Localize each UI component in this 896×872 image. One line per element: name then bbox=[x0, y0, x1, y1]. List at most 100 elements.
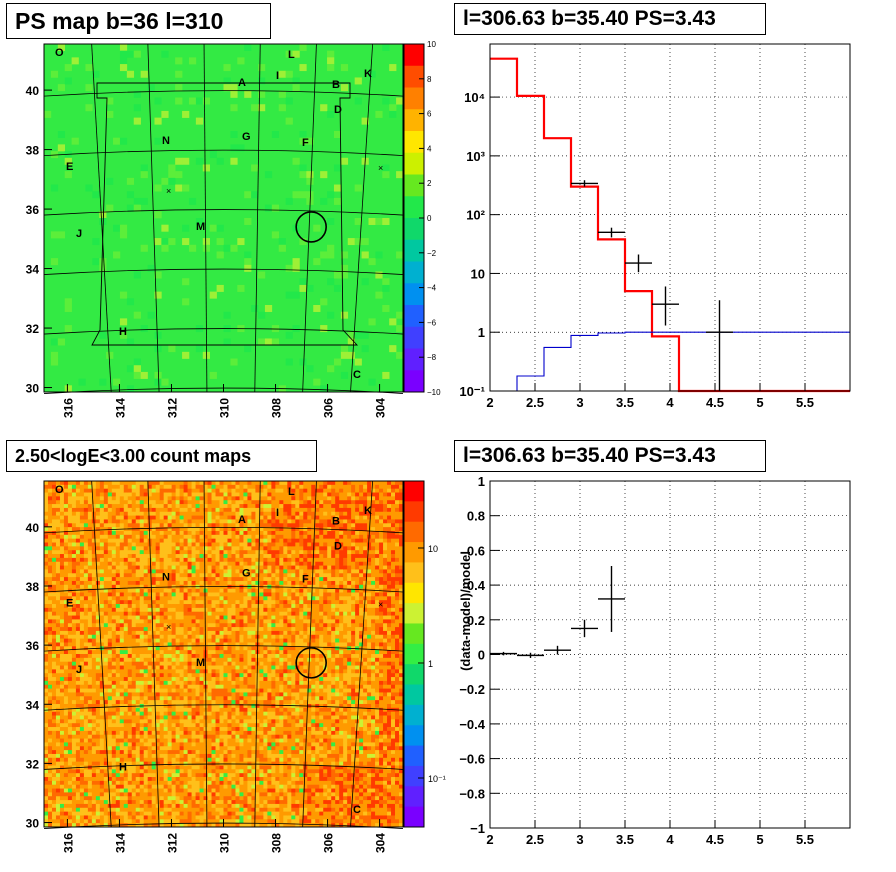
map-pixel bbox=[155, 530, 160, 536]
map-pixel bbox=[235, 500, 240, 505]
map-pixel bbox=[147, 264, 155, 272]
map-pixel bbox=[195, 646, 200, 651]
map-pixel bbox=[55, 780, 61, 786]
map-pixel bbox=[227, 569, 232, 574]
map-pixel bbox=[55, 669, 61, 674]
map-pixel bbox=[159, 519, 164, 524]
map-pixel bbox=[67, 727, 73, 732]
map-pixel bbox=[139, 534, 145, 539]
map-pixel bbox=[67, 481, 73, 486]
map-pixel bbox=[59, 761, 65, 766]
map-pixel bbox=[239, 780, 244, 786]
map-pixel bbox=[239, 542, 244, 547]
map-pixel bbox=[211, 665, 216, 670]
map-pixel bbox=[227, 730, 232, 736]
map-pixel bbox=[79, 773, 85, 778]
map-pixel bbox=[243, 507, 248, 513]
map-pixel bbox=[79, 707, 85, 712]
map-pixel bbox=[243, 600, 248, 605]
map-pixel bbox=[243, 700, 248, 705]
map-pixel bbox=[203, 773, 208, 778]
map-pixel bbox=[143, 692, 149, 697]
map-pixel bbox=[99, 584, 105, 589]
map-pixel bbox=[243, 680, 248, 686]
map-pixel bbox=[167, 654, 172, 659]
map-pixel bbox=[79, 780, 85, 786]
map-pixel bbox=[71, 481, 77, 486]
map-pixel bbox=[183, 646, 188, 651]
map-pixel bbox=[191, 800, 196, 805]
map-pixel bbox=[167, 523, 172, 528]
map-pixel bbox=[47, 788, 53, 793]
map-pixel bbox=[151, 719, 156, 724]
map-pixel bbox=[163, 757, 168, 762]
map-pixel bbox=[154, 371, 162, 379]
map-pixel bbox=[55, 523, 61, 528]
map-pixel bbox=[111, 769, 117, 774]
map-pixel bbox=[67, 619, 73, 624]
map-pixel bbox=[215, 492, 220, 497]
map-pixel bbox=[239, 627, 244, 632]
map-pixel bbox=[71, 592, 77, 597]
x-tick-label: 316 bbox=[61, 398, 75, 418]
map-pixel bbox=[223, 596, 228, 601]
map-pixel bbox=[87, 561, 93, 566]
map-pixel bbox=[167, 492, 172, 497]
map-pixel bbox=[123, 588, 129, 593]
map-pixel bbox=[111, 707, 117, 712]
map-pixel bbox=[83, 619, 89, 624]
map-pixel bbox=[244, 264, 252, 272]
map-pixel bbox=[103, 688, 109, 693]
map-pixel bbox=[211, 715, 216, 720]
map-pixel bbox=[183, 715, 188, 720]
map-pixel bbox=[71, 746, 77, 751]
map-pixel bbox=[231, 550, 236, 555]
map-pixel bbox=[171, 561, 176, 566]
map-pixel bbox=[151, 723, 156, 728]
map-pixel bbox=[159, 657, 164, 662]
map-pixel bbox=[63, 727, 69, 732]
map-pixel bbox=[131, 600, 137, 605]
map-pixel bbox=[87, 565, 93, 570]
map-pixel bbox=[191, 527, 196, 532]
map-pixel bbox=[47, 611, 53, 616]
map-pixel bbox=[131, 723, 137, 728]
map-pixel bbox=[203, 788, 208, 793]
map-pixel bbox=[123, 488, 129, 493]
map-pixel bbox=[191, 646, 196, 651]
map-pixel bbox=[143, 684, 149, 689]
map-pixel bbox=[231, 757, 236, 762]
y-tick-label: 34 bbox=[26, 263, 40, 277]
map-pixel bbox=[179, 753, 184, 759]
map-pixel bbox=[119, 534, 125, 539]
map-pixel bbox=[183, 803, 188, 809]
map-pixel bbox=[215, 573, 220, 578]
map-pixel bbox=[159, 596, 164, 601]
map-pixel bbox=[55, 538, 61, 543]
map-pixel bbox=[91, 673, 97, 678]
map-pixel bbox=[175, 546, 180, 551]
map-pixel bbox=[115, 515, 121, 520]
map-pixel bbox=[231, 634, 236, 639]
map-pixel bbox=[103, 530, 109, 536]
map-pixel bbox=[95, 719, 101, 724]
map-pixel bbox=[126, 338, 135, 346]
map-pixel bbox=[211, 811, 216, 816]
map-pixel bbox=[227, 634, 232, 639]
map-pixel bbox=[119, 800, 125, 805]
map-pixel bbox=[123, 507, 129, 513]
map-pixel bbox=[83, 580, 89, 586]
map-pixel bbox=[83, 557, 89, 563]
map-pixel bbox=[235, 600, 240, 605]
map-pixel bbox=[187, 769, 192, 774]
map-pixel bbox=[55, 650, 61, 655]
map-pixel bbox=[111, 588, 117, 593]
map-pixel bbox=[195, 692, 200, 697]
map-pixel bbox=[67, 654, 73, 659]
map-pixel bbox=[227, 723, 232, 728]
map-pixel bbox=[67, 757, 73, 762]
map-pixel bbox=[55, 646, 61, 651]
map-pixel bbox=[239, 573, 244, 578]
map-pixel bbox=[195, 619, 200, 624]
map-pixel bbox=[187, 723, 192, 728]
